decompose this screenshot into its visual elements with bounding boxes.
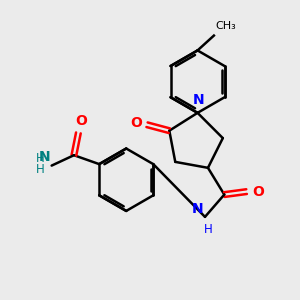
Text: H: H xyxy=(36,152,45,165)
Text: O: O xyxy=(130,116,142,130)
Text: CH₃: CH₃ xyxy=(215,21,236,31)
Text: N: N xyxy=(38,150,50,164)
Text: H: H xyxy=(204,224,212,236)
Text: O: O xyxy=(75,115,87,128)
Text: H: H xyxy=(36,163,45,176)
Text: N: N xyxy=(192,202,203,216)
Text: N: N xyxy=(193,94,205,107)
Text: O: O xyxy=(252,184,264,199)
